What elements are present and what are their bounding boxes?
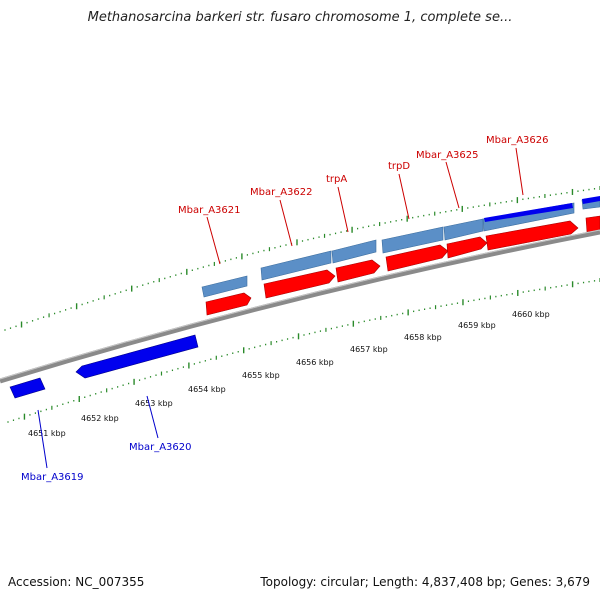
scale-label: 4660 kbp xyxy=(512,310,550,319)
forward-gene-label[interactable]: Mbar_A3621 xyxy=(178,205,241,216)
cds-mbar-a3626-highlight xyxy=(484,203,573,222)
scale-label: 4656 kbp xyxy=(296,358,334,367)
label-leader xyxy=(206,216,221,265)
label-leader xyxy=(279,199,293,247)
label-leader xyxy=(515,147,524,196)
gene-labels: Mbar_A3621 Mbar_A3622 trpA trpD Mbar_A3625 Mb… xyxy=(21,135,549,483)
scale-label: 4658 kbp xyxy=(404,333,442,342)
forward-gene-label[interactable]: Mbar_A3622 xyxy=(250,187,313,198)
cds-next-highlight xyxy=(582,196,600,204)
gene-trpd[interactable] xyxy=(385,244,449,272)
chromosome-backbone xyxy=(0,229,600,384)
gene-mbar-a3620[interactable] xyxy=(75,334,199,379)
forward-cds-track xyxy=(201,196,600,298)
gene-trpa[interactable] xyxy=(335,259,381,283)
cds-mbar-a3625[interactable] xyxy=(443,218,484,241)
scale-label: 4654 kbp xyxy=(188,385,226,394)
scale-label: 4651 kbp xyxy=(28,429,66,438)
reverse-gene-label[interactable]: Mbar_A3619 xyxy=(21,472,84,483)
map-title: Methanosarcina barkeri str. fusaro chrom… xyxy=(87,10,513,25)
scale-label: 4652 kbp xyxy=(81,414,119,423)
gene-next[interactable] xyxy=(585,215,600,233)
label-leader xyxy=(37,409,48,469)
forward-gene-label[interactable]: trpA xyxy=(326,174,347,185)
gene-mbar-a3626[interactable] xyxy=(485,220,579,251)
gene-mbar-a3619[interactable] xyxy=(9,377,46,399)
reverse-gene-label[interactable]: Mbar_A3620 xyxy=(129,442,192,453)
scale-label: 4655 kbp xyxy=(242,371,280,380)
scale-label: 4657 kbp xyxy=(350,345,388,354)
label-leader xyxy=(445,161,460,209)
forward-gene-track xyxy=(205,215,600,316)
gene-mbar-a3625[interactable] xyxy=(446,236,488,259)
outer-scale-track xyxy=(4,186,600,331)
forward-gene-label[interactable]: trpD xyxy=(388,161,410,172)
accession-text: Accession: NC_007355 xyxy=(8,575,145,589)
reverse-gene-track xyxy=(9,334,199,399)
cds-mbar-a3622[interactable] xyxy=(260,250,332,281)
forward-gene-label[interactable]: Mbar_A3626 xyxy=(486,135,549,146)
scale-labels: 4651 kbp 4652 kbp 4653 kbp 4654 kbp 4655 kbp… xyxy=(28,310,550,438)
chromosome-backbone-highlight xyxy=(0,229,600,380)
cds-mbar-a3621[interactable] xyxy=(201,275,248,298)
gene-mbar-a3621[interactable] xyxy=(205,292,252,316)
cds-trpd[interactable] xyxy=(381,226,444,254)
label-leader xyxy=(146,395,159,439)
forward-gene-label[interactable]: Mbar_A3625 xyxy=(416,150,479,161)
inner-scale-track xyxy=(7,278,600,423)
label-leader xyxy=(337,186,349,233)
scale-label: 4659 kbp xyxy=(458,321,496,330)
scale-label: 4653 kbp xyxy=(135,399,173,408)
genome-summary-text: Topology: circular; Length: 4,837,408 bp… xyxy=(260,575,590,589)
gene-mbar-a3622[interactable] xyxy=(263,269,336,299)
cds-trpa[interactable] xyxy=(331,239,377,264)
label-leader xyxy=(398,173,410,220)
